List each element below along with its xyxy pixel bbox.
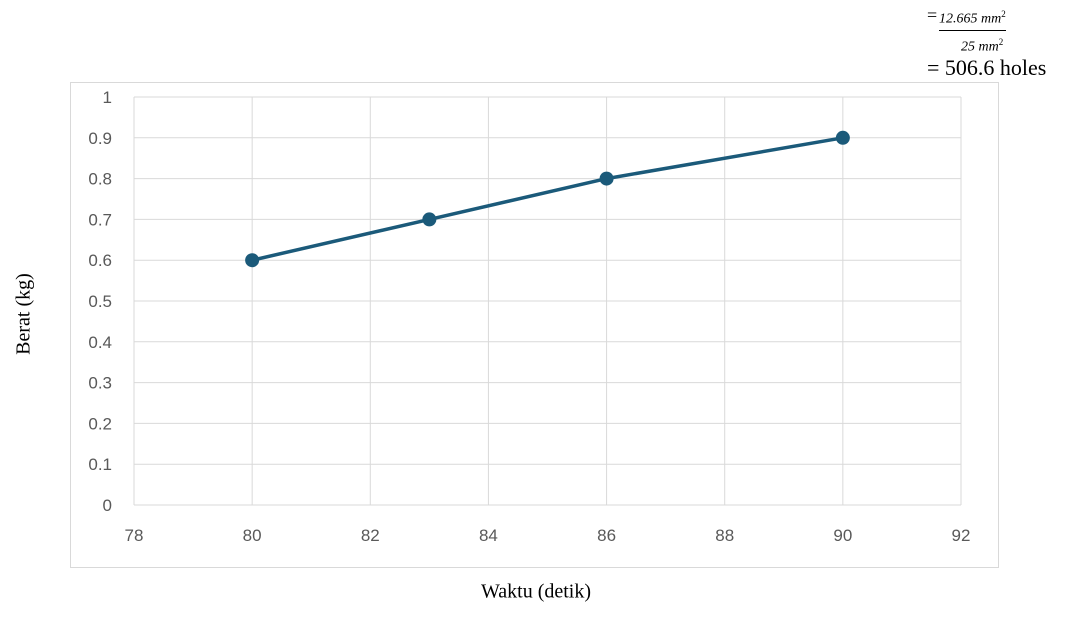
formula-result: = 506.6 holes [927,55,1047,80]
y-tick-label: 0.6 [88,251,112,270]
formula-numerator: 12.665 mm2 [939,6,1006,31]
formula-equals-sign: = [927,5,938,25]
formula-numerator-exponent: 2 [1001,9,1006,19]
y-tick-label: 0.8 [88,170,112,189]
data-point-marker [422,212,437,227]
x-tick-label: 92 [952,526,971,545]
y-tick-label: 0.4 [88,333,112,352]
y-tick-label: 1 [103,88,112,107]
y-tick-label: 0.5 [88,292,112,311]
formula-numerator-unit: mm [981,11,1002,27]
x-tick-label: 82 [361,526,380,545]
data-point-marker [835,130,850,145]
x-axis-label: Waktu (detik) [480,580,592,603]
series-line [251,136,844,262]
formula-numerator-value: 12.665 [939,11,978,27]
x-tick-label: 86 [597,526,616,545]
y-tick-label: 0.2 [88,414,112,433]
formula-annotation: = 12.665 mm2 25 mm2 = 506.6 holes [913,0,1063,82]
formula-denominator: 25 mm2 [961,34,1003,56]
y-tick-label: 0.3 [88,374,112,393]
x-tick-label: 84 [479,526,498,545]
data-point-marker [599,171,614,186]
formula-denominator-unit: mm [978,39,999,55]
y-tick-label: 0.7 [88,210,112,229]
y-axis-label: Berat (kg) [12,273,35,355]
x-tick-label: 80 [243,526,262,545]
y-tick-label: 0.1 [88,455,112,474]
x-tick-label: 90 [833,526,852,545]
x-tick-label: 88 [715,526,734,545]
data-point-marker [245,253,260,268]
chart-area-frame [70,82,999,568]
y-tick-label: 0.9 [88,129,112,148]
formula-denominator-exponent: 2 [998,37,1004,47]
formula-denominator-value: 25 [961,39,975,55]
y-tick-label: 0 [103,496,112,515]
x-tick-label: 78 [125,526,144,545]
